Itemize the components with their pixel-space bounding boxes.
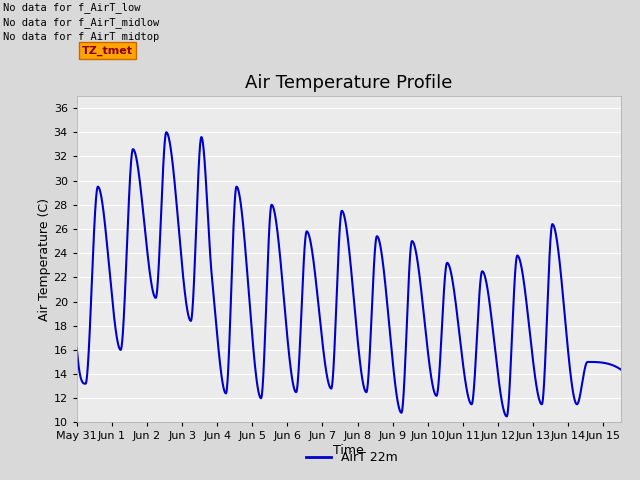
Legend: AirT 22m: AirT 22m xyxy=(301,446,403,469)
X-axis label: Time: Time xyxy=(333,444,364,457)
Text: No data for f_AirT_midlow: No data for f_AirT_midlow xyxy=(3,17,159,28)
Title: Air Temperature Profile: Air Temperature Profile xyxy=(245,73,452,92)
Text: No data for f_AirT_low: No data for f_AirT_low xyxy=(3,2,141,13)
Y-axis label: Air Temperature (C): Air Temperature (C) xyxy=(38,198,51,321)
Text: TZ_tmet: TZ_tmet xyxy=(82,46,133,56)
Text: No data for f_AirT_midtop: No data for f_AirT_midtop xyxy=(3,31,159,42)
